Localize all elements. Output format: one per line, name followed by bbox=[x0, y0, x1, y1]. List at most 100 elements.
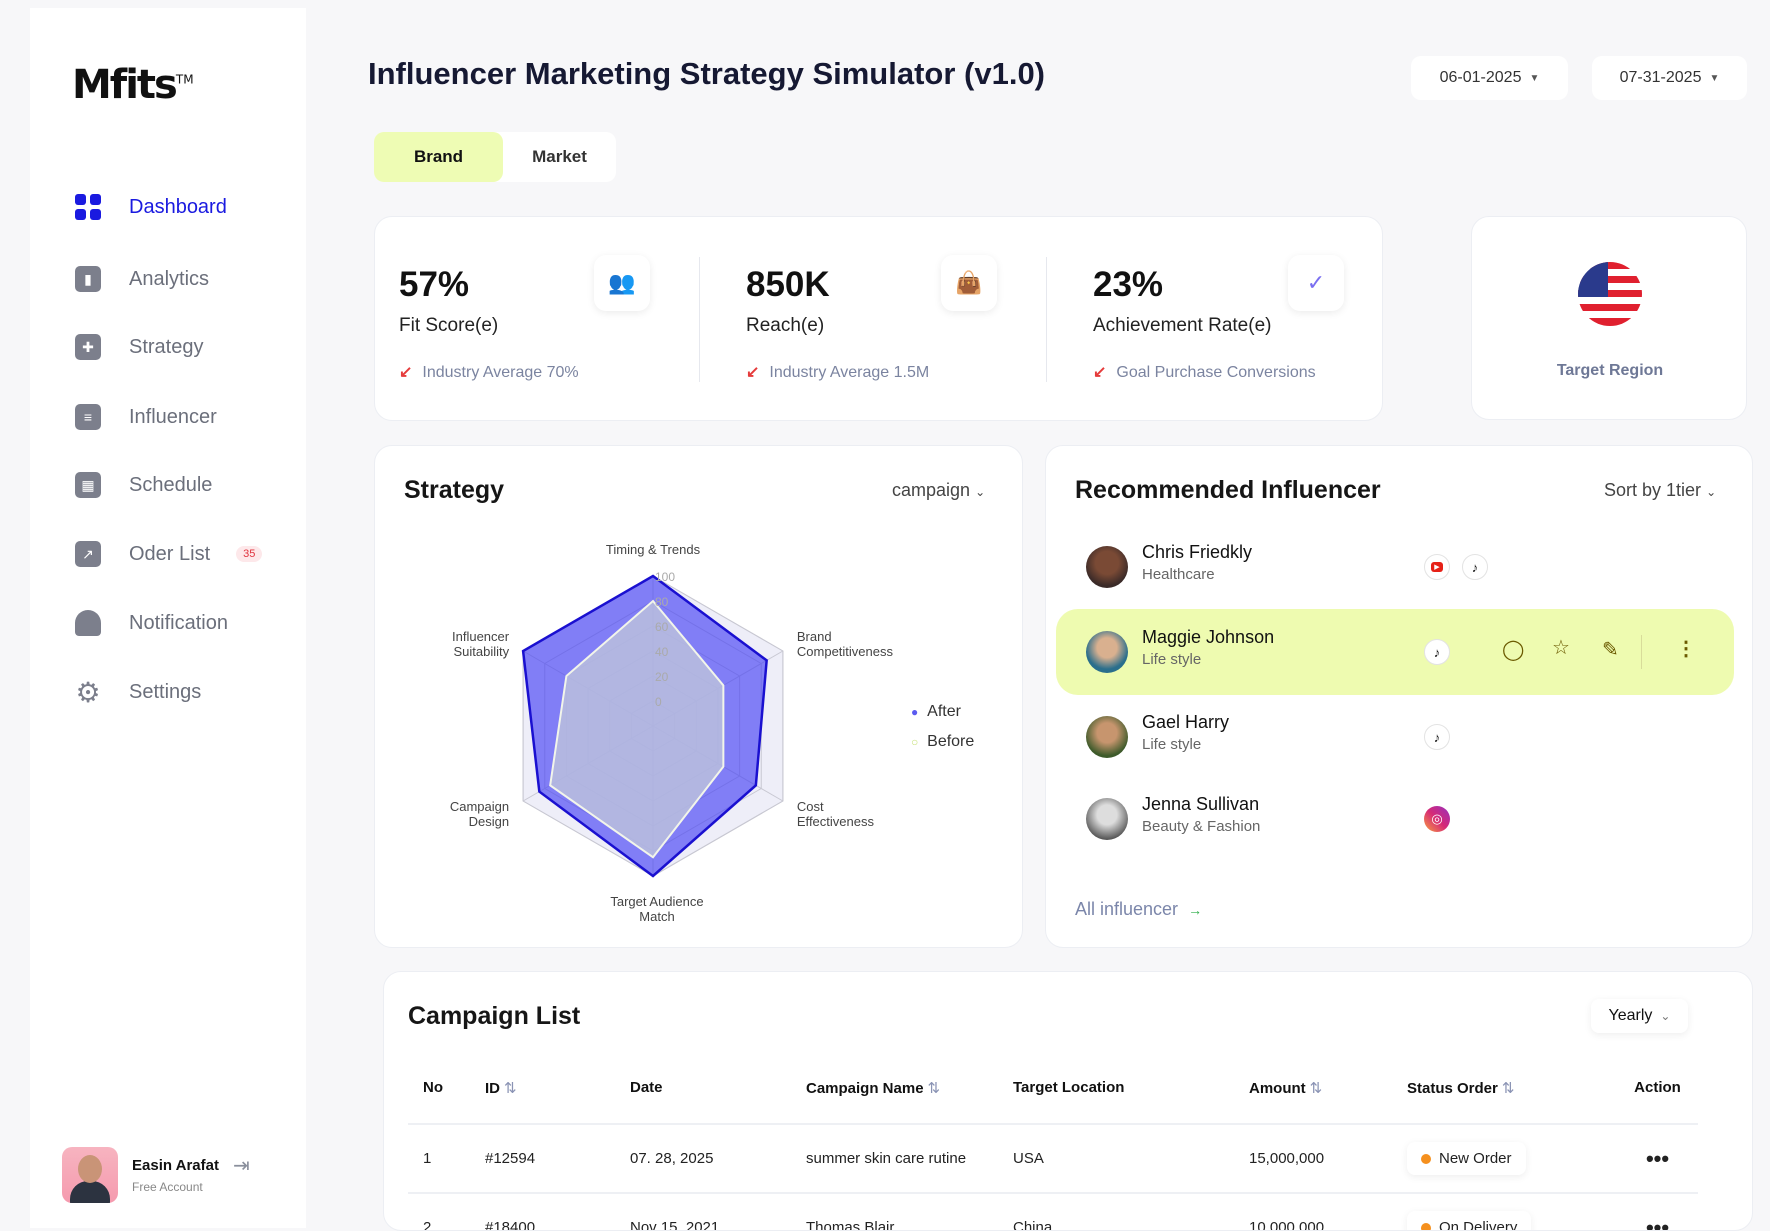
sidebar-item-dashboard[interactable]: Dashboard bbox=[44, 185, 284, 229]
col-target-location: Target Location bbox=[1013, 1052, 1249, 1124]
more-horizontal-icon[interactable]: ••• bbox=[1617, 1124, 1698, 1193]
sidebar-item-strategy[interactable]: ✚Strategy bbox=[44, 325, 284, 369]
influencer-row[interactable]: Jenna Sullivan Beauty & Fashion ◎ bbox=[1056, 776, 1734, 862]
sort-icon[interactable]: ⇅ bbox=[1502, 1080, 1515, 1097]
period-dropdown[interactable]: Yearly⌄ bbox=[1591, 999, 1688, 1033]
influencer-category: Healthcare bbox=[1142, 566, 1215, 583]
divider bbox=[1046, 257, 1047, 382]
sidebar-item-notification[interactable]: Notification bbox=[44, 601, 284, 645]
cell-location: USA bbox=[1013, 1124, 1249, 1193]
radar-tick-label: 60 bbox=[655, 620, 669, 634]
influencer-row[interactable]: Chris Friedkly Healthcare ▶ ♪ bbox=[1056, 524, 1734, 610]
radar-tick-label: 80 bbox=[655, 595, 669, 609]
table-row[interactable]: 1 #12594 07. 28, 2025 summer skin care r… bbox=[408, 1124, 1698, 1193]
radar-tick-label: 100 bbox=[655, 570, 675, 584]
stat-label: Fit Score(e) bbox=[399, 315, 498, 337]
stat-label: Achievement Rate(e) bbox=[1093, 315, 1271, 337]
target-region-card[interactable]: Target Region bbox=[1471, 216, 1747, 420]
end-date-picker[interactable]: 07-31-2025▼ bbox=[1592, 56, 1747, 100]
stat-value: 57% bbox=[399, 265, 469, 305]
more-vertical-icon[interactable]: ⋮ bbox=[1676, 636, 1696, 661]
cell-date: 07. 28, 2025 bbox=[630, 1124, 806, 1193]
start-date: 06-01-2025 bbox=[1440, 69, 1522, 87]
all-influencer-link[interactable]: All influencer → bbox=[1075, 899, 1202, 920]
influencer-name: Maggie Johnson bbox=[1142, 627, 1274, 648]
recommended-title: Recommended Influencer bbox=[1075, 476, 1381, 505]
cell-amount: 15,000,000 bbox=[1249, 1124, 1407, 1193]
influencer-category: Life style bbox=[1142, 736, 1201, 753]
trend-icon: ↗ bbox=[75, 541, 101, 567]
influencer-row-selected[interactable]: Maggie Johnson Life style ♪ ◯ ☆ ✎ ⋮ bbox=[1056, 609, 1734, 695]
arrow-right-icon: → bbox=[1188, 902, 1202, 918]
star-icon[interactable]: ☆ bbox=[1552, 635, 1570, 660]
stat-achievement-rate: 23% ✓ Achievement Rate(e) ↙Goal Purchase… bbox=[1069, 217, 1416, 422]
chevron-down-icon: ⌄ bbox=[975, 485, 985, 499]
strategy-icon: ✚ bbox=[75, 334, 101, 360]
page-title: Influencer Marketing Strategy Simulator … bbox=[368, 56, 1045, 92]
start-date-picker[interactable]: 06-01-2025▼ bbox=[1411, 56, 1568, 100]
target-region-label: Target Region bbox=[1472, 362, 1748, 380]
radar-tick-label: 0 bbox=[655, 695, 662, 709]
col-no: No bbox=[408, 1052, 485, 1124]
radar-category-label: Timing & Trends bbox=[606, 542, 701, 557]
legend-before: ○ Before bbox=[911, 733, 974, 751]
cell-status: New Order bbox=[1407, 1124, 1617, 1193]
divider bbox=[1641, 635, 1642, 669]
edit-icon[interactable]: ✎ bbox=[1602, 637, 1619, 662]
influencer-name: Jenna Sullivan bbox=[1142, 794, 1259, 815]
col-id[interactable]: ID⇅ bbox=[485, 1052, 630, 1124]
influencer-row[interactable]: Gael Harry Life style ♪ bbox=[1056, 694, 1734, 780]
strategy-title: Strategy bbox=[404, 476, 504, 505]
user-profile[interactable]: Easin Arafat Free Account ⇥ bbox=[62, 1147, 250, 1203]
bell-icon bbox=[75, 610, 101, 636]
sidebar-item-analytics[interactable]: ▮Analytics bbox=[44, 257, 284, 301]
tiktok-icon[interactable]: ♪ bbox=[1462, 554, 1488, 580]
tab-brand[interactable]: Brand bbox=[374, 132, 503, 182]
logout-icon[interactable]: ⇥ bbox=[233, 1153, 250, 1178]
cell-no: 1 bbox=[408, 1124, 485, 1193]
sidebar-item-settings[interactable]: ⚙Settings bbox=[44, 670, 284, 714]
col-status[interactable]: Status Order⇅ bbox=[1407, 1052, 1617, 1124]
stat-reach: 850K 👜 Reach(e) ↙Industry Average 1.5M bbox=[722, 217, 1069, 422]
cell-id: #12594 bbox=[485, 1124, 630, 1193]
arrow-down-left-icon: ↙ bbox=[746, 364, 759, 381]
table-row[interactable]: 2 #18400 Nov 15, 2021 Thomas Blair China… bbox=[408, 1193, 1698, 1231]
tiktok-icon[interactable]: ♪ bbox=[1424, 639, 1450, 665]
stats-card: 57% 👥 Fit Score(e) ↙Industry Average 70%… bbox=[374, 216, 1383, 421]
arrow-down-left-icon: ↙ bbox=[399, 364, 412, 381]
cell-no: 2 bbox=[408, 1193, 485, 1231]
legend-dot-before: ○ bbox=[911, 735, 918, 749]
radar-tick-label: 20 bbox=[655, 670, 669, 684]
status-dot bbox=[1421, 1154, 1431, 1164]
cell-date: Nov 15, 2021 bbox=[630, 1193, 806, 1231]
legend-after: ● After bbox=[911, 703, 961, 721]
document-icon: ≡ bbox=[75, 404, 101, 430]
more-horizontal-icon[interactable]: ••• bbox=[1617, 1193, 1698, 1231]
users-icon: 👥 bbox=[594, 255, 650, 311]
col-campaign-name[interactable]: Campaign Name⇅ bbox=[806, 1052, 1013, 1124]
sort-icon[interactable]: ⇅ bbox=[504, 1080, 517, 1097]
sort-icon[interactable]: ⇅ bbox=[1310, 1080, 1323, 1097]
tab-market[interactable]: Market bbox=[503, 132, 616, 182]
sidebar-item-schedule[interactable]: ▦Schedule bbox=[44, 463, 284, 507]
user-name: Easin Arafat bbox=[132, 1157, 219, 1174]
cell-name: Thomas Blair bbox=[806, 1193, 1013, 1231]
message-icon[interactable]: ◯ bbox=[1502, 637, 1524, 662]
sidebar-item-influencer[interactable]: ≡Influencer bbox=[44, 395, 284, 439]
campaign-dropdown[interactable]: campaign ⌄ bbox=[892, 480, 985, 501]
influencer-name: Gael Harry bbox=[1142, 712, 1229, 733]
campaign-list-card: Campaign List Yearly⌄ No ID⇅ Date Campai… bbox=[383, 971, 1753, 1231]
sort-icon[interactable]: ⇅ bbox=[928, 1080, 941, 1097]
col-amount[interactable]: Amount⇅ bbox=[1249, 1052, 1407, 1124]
campaign-list-title: Campaign List bbox=[408, 1002, 580, 1031]
tiktok-icon[interactable]: ♪ bbox=[1424, 724, 1450, 750]
view-tabs: Brand Market bbox=[374, 132, 616, 182]
avatar bbox=[62, 1147, 118, 1203]
sort-dropdown[interactable]: Sort by 1tier ⌄ bbox=[1604, 480, 1716, 501]
youtube-icon[interactable]: ▶ bbox=[1424, 554, 1450, 580]
instagram-icon[interactable]: ◎ bbox=[1424, 806, 1450, 832]
